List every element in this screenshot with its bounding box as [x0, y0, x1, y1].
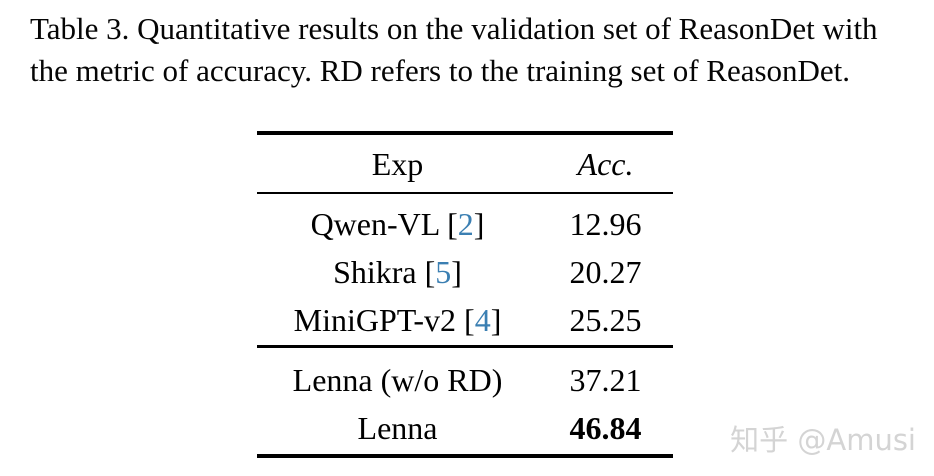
citation-bracket-close: ] — [451, 254, 462, 290]
column-header-exp: Exp — [371, 145, 424, 182]
column-header-acc: Acc. — [577, 145, 634, 182]
table-row-minigpt-v2: MiniGPT-v2 [4] 25.25 — [257, 296, 673, 344]
table-row-qwen-vl: Qwen-VL [2] 12.96 — [257, 200, 673, 248]
method-label: Shikra — [333, 254, 417, 290]
table-row-lenna-wo-rd: Lenna (w/o RD) 37.21 — [257, 356, 673, 404]
method-name-cell: Qwen-VL [2] — [257, 208, 538, 240]
zhihu-watermark: 知乎 @Amusi — [730, 423, 916, 457]
method-label: Qwen-VL — [310, 206, 440, 242]
method-name-cell: Shikra [5] — [257, 256, 538, 288]
accuracy-value-best: 46.84 — [569, 410, 642, 446]
accuracy-value: 25.25 — [569, 302, 642, 338]
method-name-cell: Lenna — [357, 410, 438, 446]
accuracy-value: 12.96 — [569, 206, 642, 242]
method-name-cell: Lenna (w/o RD) — [292, 362, 503, 398]
citation-link[interactable]: 4 — [474, 302, 491, 338]
method-name-cell: MiniGPT-v2 [4] — [257, 304, 538, 336]
results-table: Exp Acc. Qwen-VL [2] 12.96 Shikra [5] 20… — [257, 131, 673, 458]
caption-line-1: Table 3. Quantitative results on the val… — [30, 11, 878, 46]
table-caption: Table 3. Quantitative results on the val… — [30, 8, 920, 92]
citation-bracket-close: ] — [490, 302, 502, 338]
accuracy-value: 37.21 — [569, 362, 642, 398]
citation-bracket-open: [ — [424, 254, 436, 290]
table-header-row: Exp Acc. — [257, 135, 673, 192]
citation-bracket-close: ] — [473, 206, 485, 242]
citation-bracket-open: [ — [447, 206, 458, 242]
citation-link[interactable]: 5 — [435, 254, 452, 290]
method-label: MiniGPT-v2 — [293, 302, 457, 338]
table-bottom-rule — [257, 454, 673, 458]
table-row-lenna: Lenna 46.84 — [257, 404, 673, 452]
table-top-rule — [257, 131, 673, 135]
table-mid-rule — [257, 345, 673, 348]
citation-link[interactable]: 2 — [457, 206, 474, 242]
table-header-rule — [257, 192, 673, 194]
table-row-shikra: Shikra [5] 20.27 — [257, 248, 673, 296]
ours-section: Lenna (w/o RD) 37.21 Lenna 46.84 — [257, 348, 673, 454]
caption-line-2: the metric of accuracy. RD refers to the… — [30, 53, 851, 88]
baseline-section: Qwen-VL [2] 12.96 Shikra [5] 20.27 MiniG… — [257, 194, 673, 345]
citation-bracket-open: [ — [464, 302, 475, 338]
accuracy-value: 20.27 — [569, 254, 642, 290]
